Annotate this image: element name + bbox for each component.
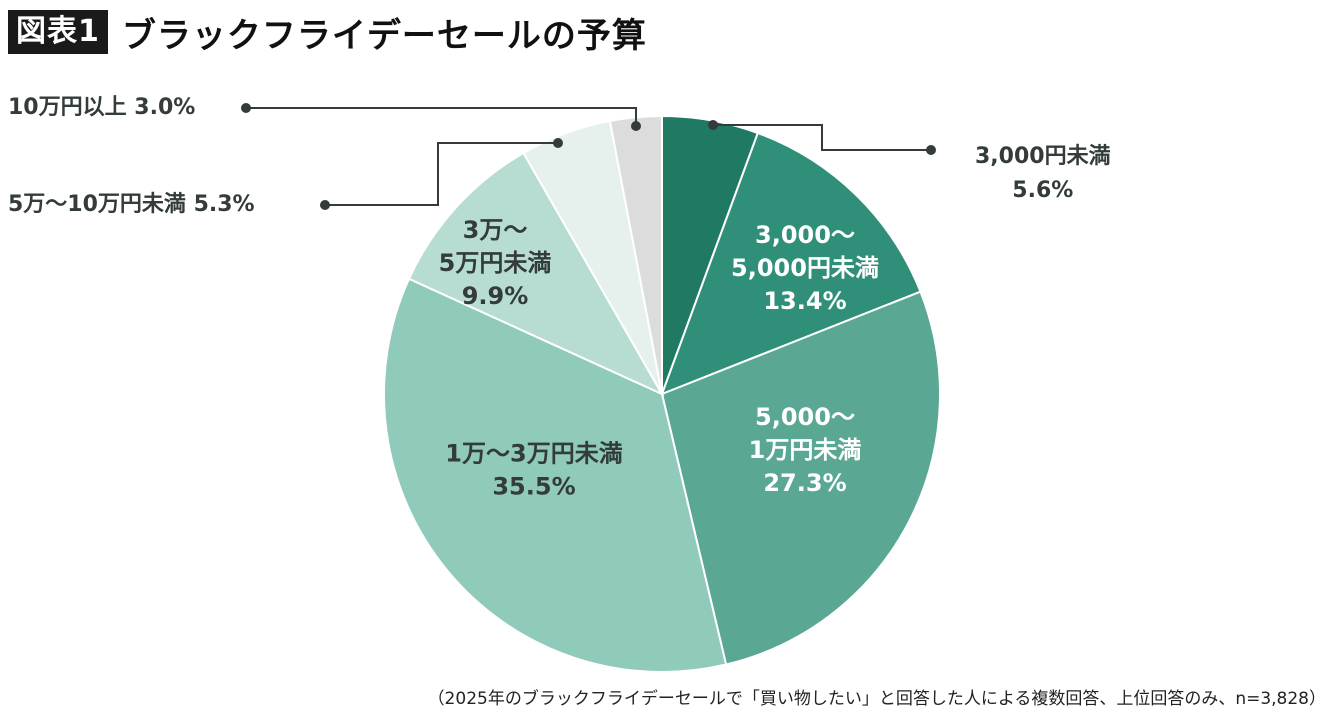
slice-label-2: 5,000～ 1万円未満 27.3% [749,403,862,497]
slice-label-6: 10万円以上 3.0% [8,95,196,120]
pie-slice-2 [660,290,941,666]
callout-dot-6-0 [631,121,641,131]
callout-dot-5-0 [553,138,563,148]
slice-label-4: 3万～ 5万円未満 9.9% [439,216,552,310]
slice-label-0: 3,000円未満 5.6% [975,144,1111,203]
pie-slice-1 [660,131,922,396]
callout-line-6 [246,107,637,126]
callout-dot-5-1 [320,200,330,210]
chart-footnote: （2025年のブラックフライデーセールで「買い物したい」と回答した人による複数回… [427,689,1326,709]
slice-label-5: 5万～10万円未満 5.3% [8,192,255,217]
slice-label-1: 3,000～ 5,000円未満 13.4% [731,221,879,315]
pie-slice-3 [383,277,728,673]
callout-dot-0-0 [708,120,718,130]
callout-dot-0-1 [926,145,936,155]
slice-label-3: 1万～3万円未満 35.5% [445,440,622,501]
pie-slice-4 [407,151,665,397]
chart-title-row: 図表1 ブラックフライデーセールの予算 [8,8,647,56]
callout-line-5 [325,142,558,206]
callout-line-0 [713,124,931,151]
chart-title: ブラックフライデーセールの予算 [121,15,647,56]
figure-badge: 図表1 [8,10,108,54]
callout-dot-6-1 [241,103,251,113]
